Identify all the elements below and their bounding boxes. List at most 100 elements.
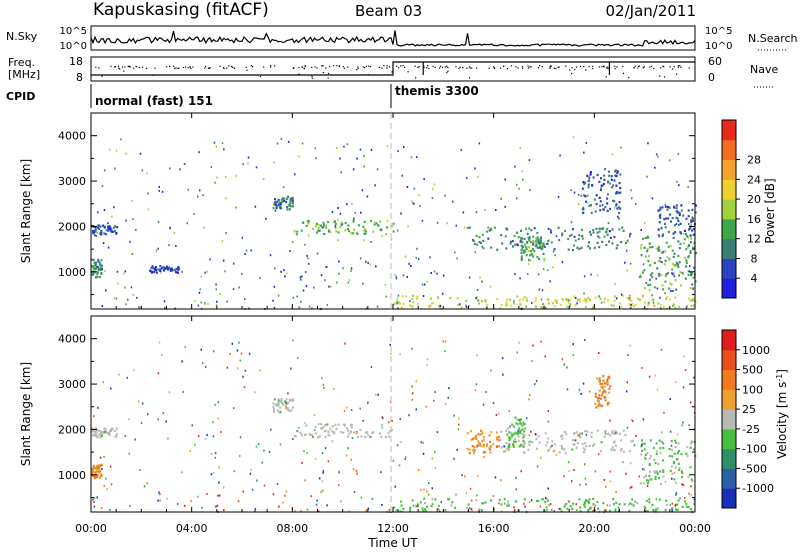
range-gate-cell	[92, 273, 95, 276]
range-gate-cell	[660, 483, 663, 486]
range-gate-cell	[555, 299, 558, 302]
range-gate-cell	[381, 423, 384, 426]
range-gate-cell	[210, 453, 213, 456]
range-gate-cell	[304, 433, 306, 436]
range-gate-cell	[278, 505, 280, 508]
range-gate-cell	[355, 431, 358, 435]
range-gate-cell	[688, 228, 691, 231]
range-gate-cell	[242, 163, 244, 166]
range-gate-cell	[588, 390, 591, 393]
range-gate-cell	[94, 471, 97, 474]
range-gate-cell	[347, 224, 350, 227]
range-gate-cell	[492, 443, 495, 446]
range-gate-cell	[536, 246, 539, 249]
range-gate-cell	[468, 452, 471, 455]
range-gate-cell	[100, 266, 102, 269]
range-gate-cell	[692, 276, 695, 279]
range-gate-cell	[534, 300, 537, 303]
range-gate-cell	[335, 230, 338, 233]
range-gate-cell	[396, 302, 398, 305]
range-gate-cell	[322, 489, 324, 492]
range-gate-cell	[674, 296, 677, 299]
range-gate-cell	[105, 289, 107, 292]
range-gate-cell	[482, 438, 485, 442]
range-gate-cell	[478, 444, 481, 447]
range-gate-cell	[431, 503, 434, 506]
range-gate-cell	[108, 228, 111, 231]
range-gate-cell	[615, 247, 618, 250]
range-gate-cell	[639, 273, 642, 276]
range-gate-cell	[146, 482, 148, 485]
range-gate-cell	[505, 429, 508, 432]
range-gate-cell	[370, 219, 373, 223]
range-gate-cell	[103, 232, 106, 235]
range-gate-cell	[476, 296, 479, 299]
range-gate-cell	[653, 261, 656, 264]
range-gate-cell	[478, 508, 481, 511]
range-gate-cell	[495, 436, 498, 439]
range-gate-cell	[667, 245, 670, 248]
range-gate-cell	[344, 222, 347, 225]
range-gate-cell	[676, 452, 679, 455]
range-gate-cell	[521, 428, 524, 431]
range-gate-cell	[619, 449, 622, 452]
range-gate-cell	[683, 238, 686, 241]
range-gate-cell	[588, 498, 591, 501]
colorbar-swatch	[722, 139, 736, 161]
range-gate-cell	[527, 448, 530, 451]
range-gate-cell	[615, 203, 618, 206]
range-tick-label: 2000	[58, 220, 86, 233]
range-gate-cell	[411, 499, 414, 502]
range-gate-cell	[488, 447, 491, 450]
range-gate-cell	[250, 468, 252, 471]
range-gate-cell	[544, 306, 547, 309]
range-gate-cell	[393, 302, 396, 305]
range-gate-cell	[379, 228, 382, 231]
range-gate-cell	[324, 279, 326, 282]
range-gate-cell	[646, 175, 648, 178]
range-gate-cell	[583, 500, 586, 503]
range-gate-cell	[547, 503, 550, 506]
range-gate-cell	[590, 204, 592, 207]
range-gate-cell	[582, 206, 585, 209]
range-gate-cell	[660, 261, 663, 264]
range-gate-cell	[116, 270, 119, 273]
range-gate-cell	[348, 279, 351, 282]
range-gate-cell	[534, 383, 536, 386]
range-gate-cell	[648, 462, 651, 466]
range-gate-cell	[510, 434, 513, 437]
range-gate-cell	[611, 242, 614, 245]
range-gate-cell	[551, 302, 554, 305]
range-gate-cell	[664, 222, 666, 225]
time-tick-label: 00:00	[75, 522, 107, 535]
range-gate-cell	[109, 226, 112, 229]
range-gate-cell	[614, 432, 617, 435]
range-gate-cell	[536, 499, 538, 502]
range-gate-cell	[390, 238, 393, 241]
range-gate-cell	[111, 428, 114, 431]
range-gate-cell	[108, 148, 111, 151]
range-gate-cell	[108, 432, 110, 435]
range-gate-cell	[678, 305, 681, 308]
range-gate-cell	[158, 185, 160, 188]
range-gate-cell	[689, 286, 692, 290]
range-gate-cell	[671, 472, 674, 475]
range-gate-cell	[571, 228, 574, 231]
range-gate-cell	[436, 508, 439, 511]
range-gate-cell	[263, 484, 266, 487]
range-gate-cell	[427, 493, 430, 496]
range-gate-cell	[391, 420, 393, 422]
range-gate-cell	[247, 162, 249, 165]
range-gate-cell	[437, 504, 440, 507]
range-gate-cell	[599, 209, 602, 212]
range-gate-cell	[570, 221, 573, 224]
range-gate-cell	[283, 400, 286, 403]
range-gate-cell	[103, 226, 106, 229]
range-gate-cell	[331, 211, 334, 213]
beam-label: Beam 03	[355, 2, 422, 20]
range-gate-cell	[581, 228, 583, 231]
range-gate-cell	[175, 271, 178, 274]
range-gate-cell	[426, 358, 429, 361]
range-gate-cell	[475, 211, 478, 214]
range-gate-cell	[651, 197, 654, 200]
